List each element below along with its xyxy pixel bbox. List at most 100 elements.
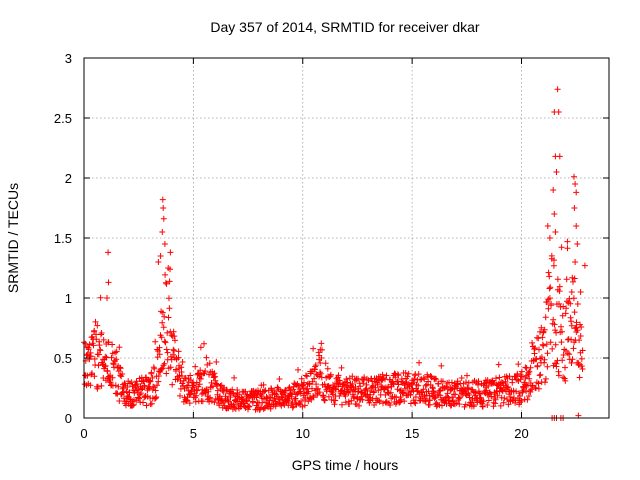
data-point [579, 366, 586, 372]
data-point [105, 279, 112, 286]
data-point [552, 327, 559, 334]
data-point [517, 399, 524, 406]
x-tick-label: 15 [405, 426, 419, 441]
data-point [574, 241, 581, 247]
data-point [554, 86, 561, 93]
data-point [504, 384, 511, 391]
x-tick-label: 10 [296, 426, 310, 441]
data-point [253, 394, 260, 401]
data-point [397, 394, 404, 400]
data-point [541, 356, 548, 363]
data-point [357, 383, 364, 390]
data-point [224, 387, 230, 394]
data-point [366, 394, 373, 401]
data-point [285, 402, 292, 409]
data-point [509, 379, 516, 386]
data-point [526, 375, 533, 382]
data-point [94, 322, 101, 329]
data-point [133, 378, 140, 385]
data-point [543, 341, 550, 348]
data-point [399, 389, 406, 396]
data-point [479, 403, 486, 410]
data-point [244, 398, 250, 404]
data-point [322, 360, 329, 367]
data-point [98, 330, 105, 336]
data-point [87, 382, 94, 389]
data-point [548, 300, 555, 307]
data-point [86, 341, 93, 348]
data-point [463, 379, 469, 386]
data-point [535, 335, 542, 342]
data-point [563, 305, 570, 312]
data-point [320, 392, 327, 399]
data-point [462, 401, 469, 408]
data-point [494, 392, 501, 399]
data-point [105, 373, 112, 380]
data-point [349, 381, 356, 387]
data-point [542, 314, 549, 321]
data-point [135, 394, 142, 401]
data-point [231, 374, 238, 381]
data-point [346, 401, 353, 407]
data-point [316, 389, 323, 396]
data-point [260, 381, 267, 388]
data-point [193, 392, 200, 399]
data-point [556, 153, 563, 160]
data-point [546, 295, 553, 302]
data-point [456, 401, 463, 408]
data-point [534, 362, 541, 369]
data-point [325, 393, 332, 400]
data-point [546, 273, 553, 280]
data-point [203, 354, 210, 361]
data-point [105, 249, 112, 256]
data-point [105, 339, 112, 346]
data-point [183, 397, 190, 404]
data-point [410, 379, 417, 386]
data-point [572, 259, 579, 265]
data-point [553, 363, 560, 370]
data-point [208, 379, 215, 386]
data-point [151, 365, 158, 372]
data-point [317, 360, 324, 366]
data-point [321, 397, 328, 404]
y-tick-labels: 0 0.5 1 1.5 2 2.5 3 [54, 51, 72, 426]
data-point [566, 351, 573, 358]
data-point [574, 301, 581, 307]
data-point [564, 238, 571, 245]
data-point [177, 392, 183, 399]
data-point [453, 400, 460, 407]
data-point [153, 394, 160, 400]
data-point [313, 381, 320, 388]
data-point [552, 229, 559, 235]
data-point [202, 368, 209, 375]
data-point [276, 376, 283, 382]
data-point [427, 373, 434, 379]
data-point [104, 295, 110, 301]
data-point [540, 342, 547, 349]
data-point [95, 351, 102, 358]
x-axis-label: GPS time / hours [292, 457, 399, 473]
data-point [472, 389, 479, 396]
data-point [197, 367, 204, 374]
data-point [159, 365, 166, 372]
data-point [160, 215, 167, 222]
data-point [306, 380, 312, 387]
data-point [207, 394, 214, 401]
data-point [316, 352, 323, 359]
data-point [358, 389, 365, 396]
data-point [205, 388, 212, 395]
data-point [298, 375, 305, 382]
data-point [140, 399, 146, 406]
data-point [187, 372, 194, 379]
data-point [82, 340, 89, 347]
data-point [518, 397, 525, 404]
data-point [213, 359, 220, 365]
data-point [382, 376, 388, 383]
data-point [192, 363, 199, 370]
data-point [124, 384, 131, 390]
data-point [113, 356, 120, 363]
data-point [295, 366, 301, 373]
data-point [559, 328, 565, 335]
data-point [302, 394, 309, 401]
data-point [91, 327, 98, 334]
